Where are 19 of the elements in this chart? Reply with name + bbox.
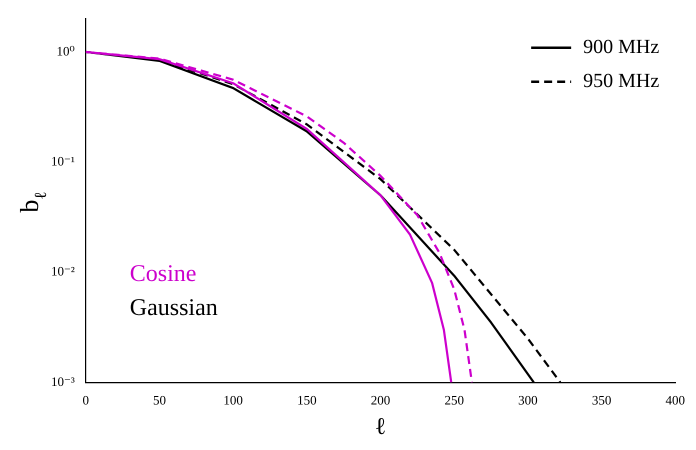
x-tick-label: 150 — [297, 392, 317, 408]
legend-label: 900 MHz — [583, 36, 660, 58]
annotation: Gaussian — [130, 294, 218, 321]
y-tick-label: 10⁻¹ — [50, 154, 75, 169]
x-tick-label: 350 — [592, 392, 612, 408]
x-tick-label: 300 — [518, 392, 538, 408]
x-tick-label: 50 — [152, 392, 166, 408]
x-axis-title: ℓ — [374, 414, 386, 440]
y-tick-label: 10⁻³ — [50, 374, 75, 389]
x-tick-label: 250 — [444, 392, 464, 408]
y-tick-label: 10⁻² — [50, 264, 75, 279]
y-axis-title: bℓ — [15, 192, 50, 213]
legend-label: 950 MHz — [583, 70, 660, 92]
x-tick-label: 100 — [223, 392, 243, 408]
x-tick-label: 400 — [666, 392, 685, 408]
x-tick-label: 0 — [82, 392, 90, 408]
x-tick-label: 200 — [370, 392, 390, 408]
annotation: Cosine — [130, 260, 196, 287]
y-tick-label: 10⁰ — [56, 43, 75, 58]
